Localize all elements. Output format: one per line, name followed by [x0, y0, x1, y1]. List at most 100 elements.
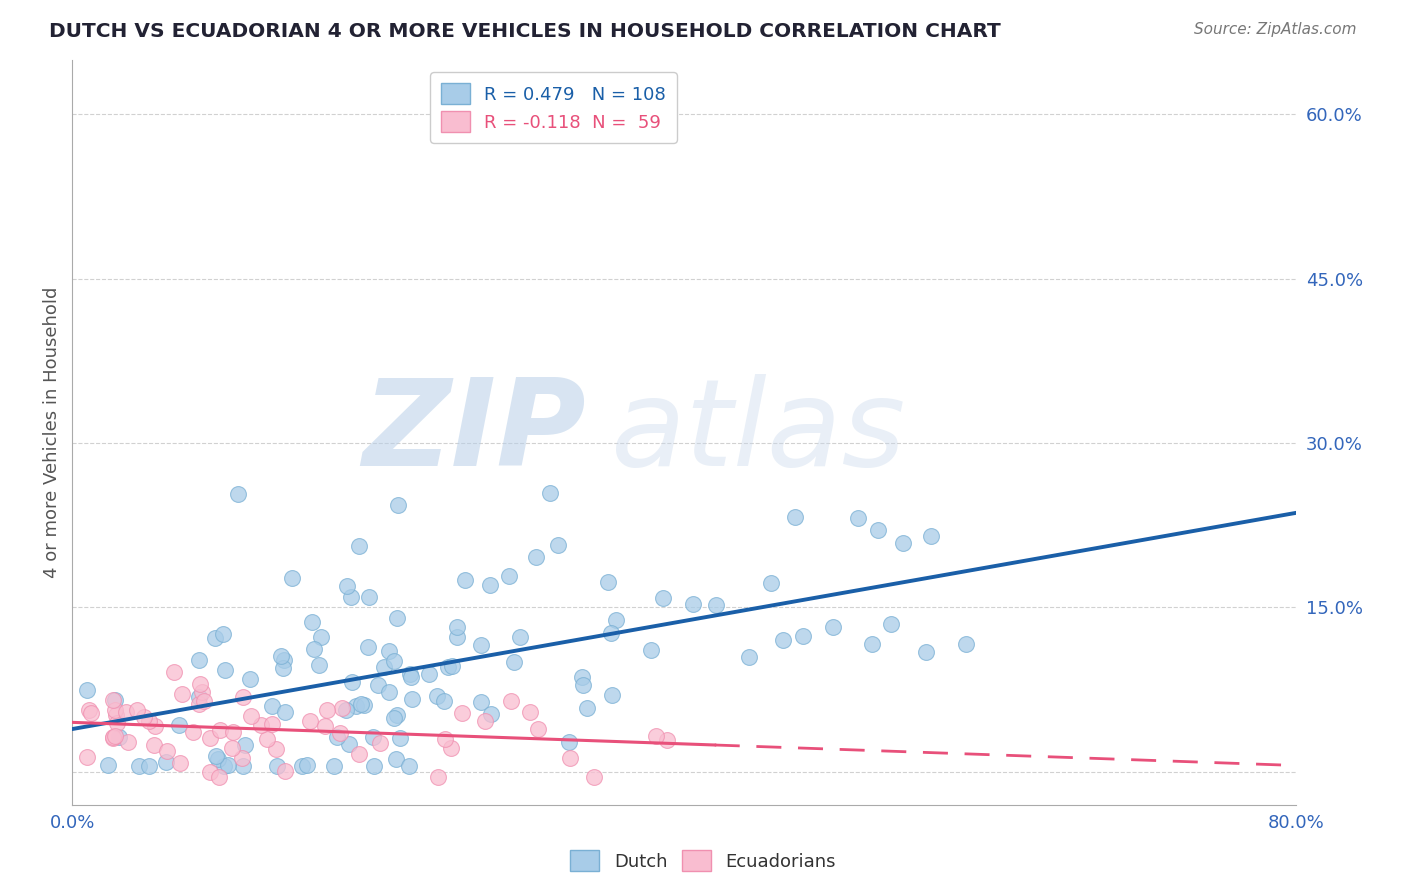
Point — [600, 688, 623, 702]
Point — [188, 652, 211, 666]
Point — [524, 550, 547, 565]
Point — [441, 658, 464, 673]
Point — [80, 706, 103, 721]
Point — [204, 631, 226, 645]
Point — [262, 698, 284, 713]
Point — [187, 697, 209, 711]
Point — [273, 705, 295, 719]
Point — [399, 667, 422, 681]
Point — [920, 529, 942, 543]
Point — [738, 650, 761, 665]
Point — [382, 654, 405, 668]
Point — [547, 538, 569, 552]
Point — [270, 649, 292, 664]
Point — [103, 731, 125, 746]
Point — [211, 627, 233, 641]
Point — [426, 689, 449, 703]
Point — [503, 655, 526, 669]
Point — [363, 759, 385, 773]
Point — [385, 752, 408, 766]
Point — [353, 698, 375, 712]
Point — [846, 511, 869, 525]
Point — [357, 640, 380, 655]
Point — [104, 692, 127, 706]
Point — [138, 714, 160, 729]
Point — [217, 758, 239, 772]
Point — [368, 736, 391, 750]
Text: ZIP: ZIP — [363, 374, 586, 491]
Point — [478, 577, 501, 591]
Point — [418, 666, 440, 681]
Point — [373, 660, 395, 674]
Point — [208, 723, 231, 738]
Point — [437, 660, 460, 674]
Point — [576, 701, 599, 715]
Point — [446, 630, 468, 644]
Point — [207, 770, 229, 784]
Point — [239, 672, 262, 686]
Point — [191, 685, 214, 699]
Point — [558, 735, 581, 749]
Point — [382, 711, 405, 725]
Point — [132, 710, 155, 724]
Point — [212, 759, 235, 773]
Point — [880, 617, 903, 632]
Point — [315, 703, 337, 717]
Point — [170, 687, 193, 701]
Point — [105, 715, 128, 730]
Point — [401, 670, 423, 684]
Point — [188, 677, 211, 691]
Point — [104, 708, 127, 723]
Point — [142, 739, 165, 753]
Point — [652, 591, 675, 605]
Point — [344, 699, 367, 714]
Point — [401, 692, 423, 706]
Point — [103, 692, 125, 706]
Point — [605, 613, 627, 627]
Point — [167, 718, 190, 732]
Point — [336, 580, 359, 594]
Point — [207, 752, 229, 766]
Point — [138, 759, 160, 773]
Point — [273, 653, 295, 667]
Point — [558, 750, 581, 764]
Point — [357, 590, 380, 604]
Point — [519, 705, 541, 719]
Point — [232, 759, 254, 773]
Point — [163, 665, 186, 680]
Point — [640, 643, 662, 657]
Point — [271, 660, 294, 674]
Point — [198, 731, 221, 745]
Point — [378, 643, 401, 657]
Point — [772, 633, 794, 648]
Point — [914, 645, 936, 659]
Point — [291, 759, 314, 773]
Point — [433, 694, 456, 708]
Point — [155, 756, 177, 770]
Point — [302, 642, 325, 657]
Point — [198, 765, 221, 780]
Point — [226, 486, 249, 500]
Point — [143, 719, 166, 733]
Point — [572, 678, 595, 692]
Point — [866, 524, 889, 538]
Point — [955, 637, 977, 651]
Point — [440, 741, 463, 756]
Point — [169, 756, 191, 770]
Legend: R = 0.479   N = 108, R = -0.118  N =  59: R = 0.479 N = 108, R = -0.118 N = 59 — [430, 72, 676, 143]
Point — [115, 705, 138, 719]
Point — [193, 694, 215, 708]
Point — [76, 682, 98, 697]
Point — [509, 630, 531, 644]
Point — [571, 669, 593, 683]
Point — [322, 759, 344, 773]
Point — [387, 499, 409, 513]
Point — [378, 684, 401, 698]
Point — [891, 535, 914, 549]
Point — [367, 678, 389, 692]
Point — [470, 638, 492, 652]
Point — [127, 703, 149, 717]
Point — [645, 729, 668, 743]
Point — [792, 628, 814, 642]
Point — [527, 722, 550, 736]
